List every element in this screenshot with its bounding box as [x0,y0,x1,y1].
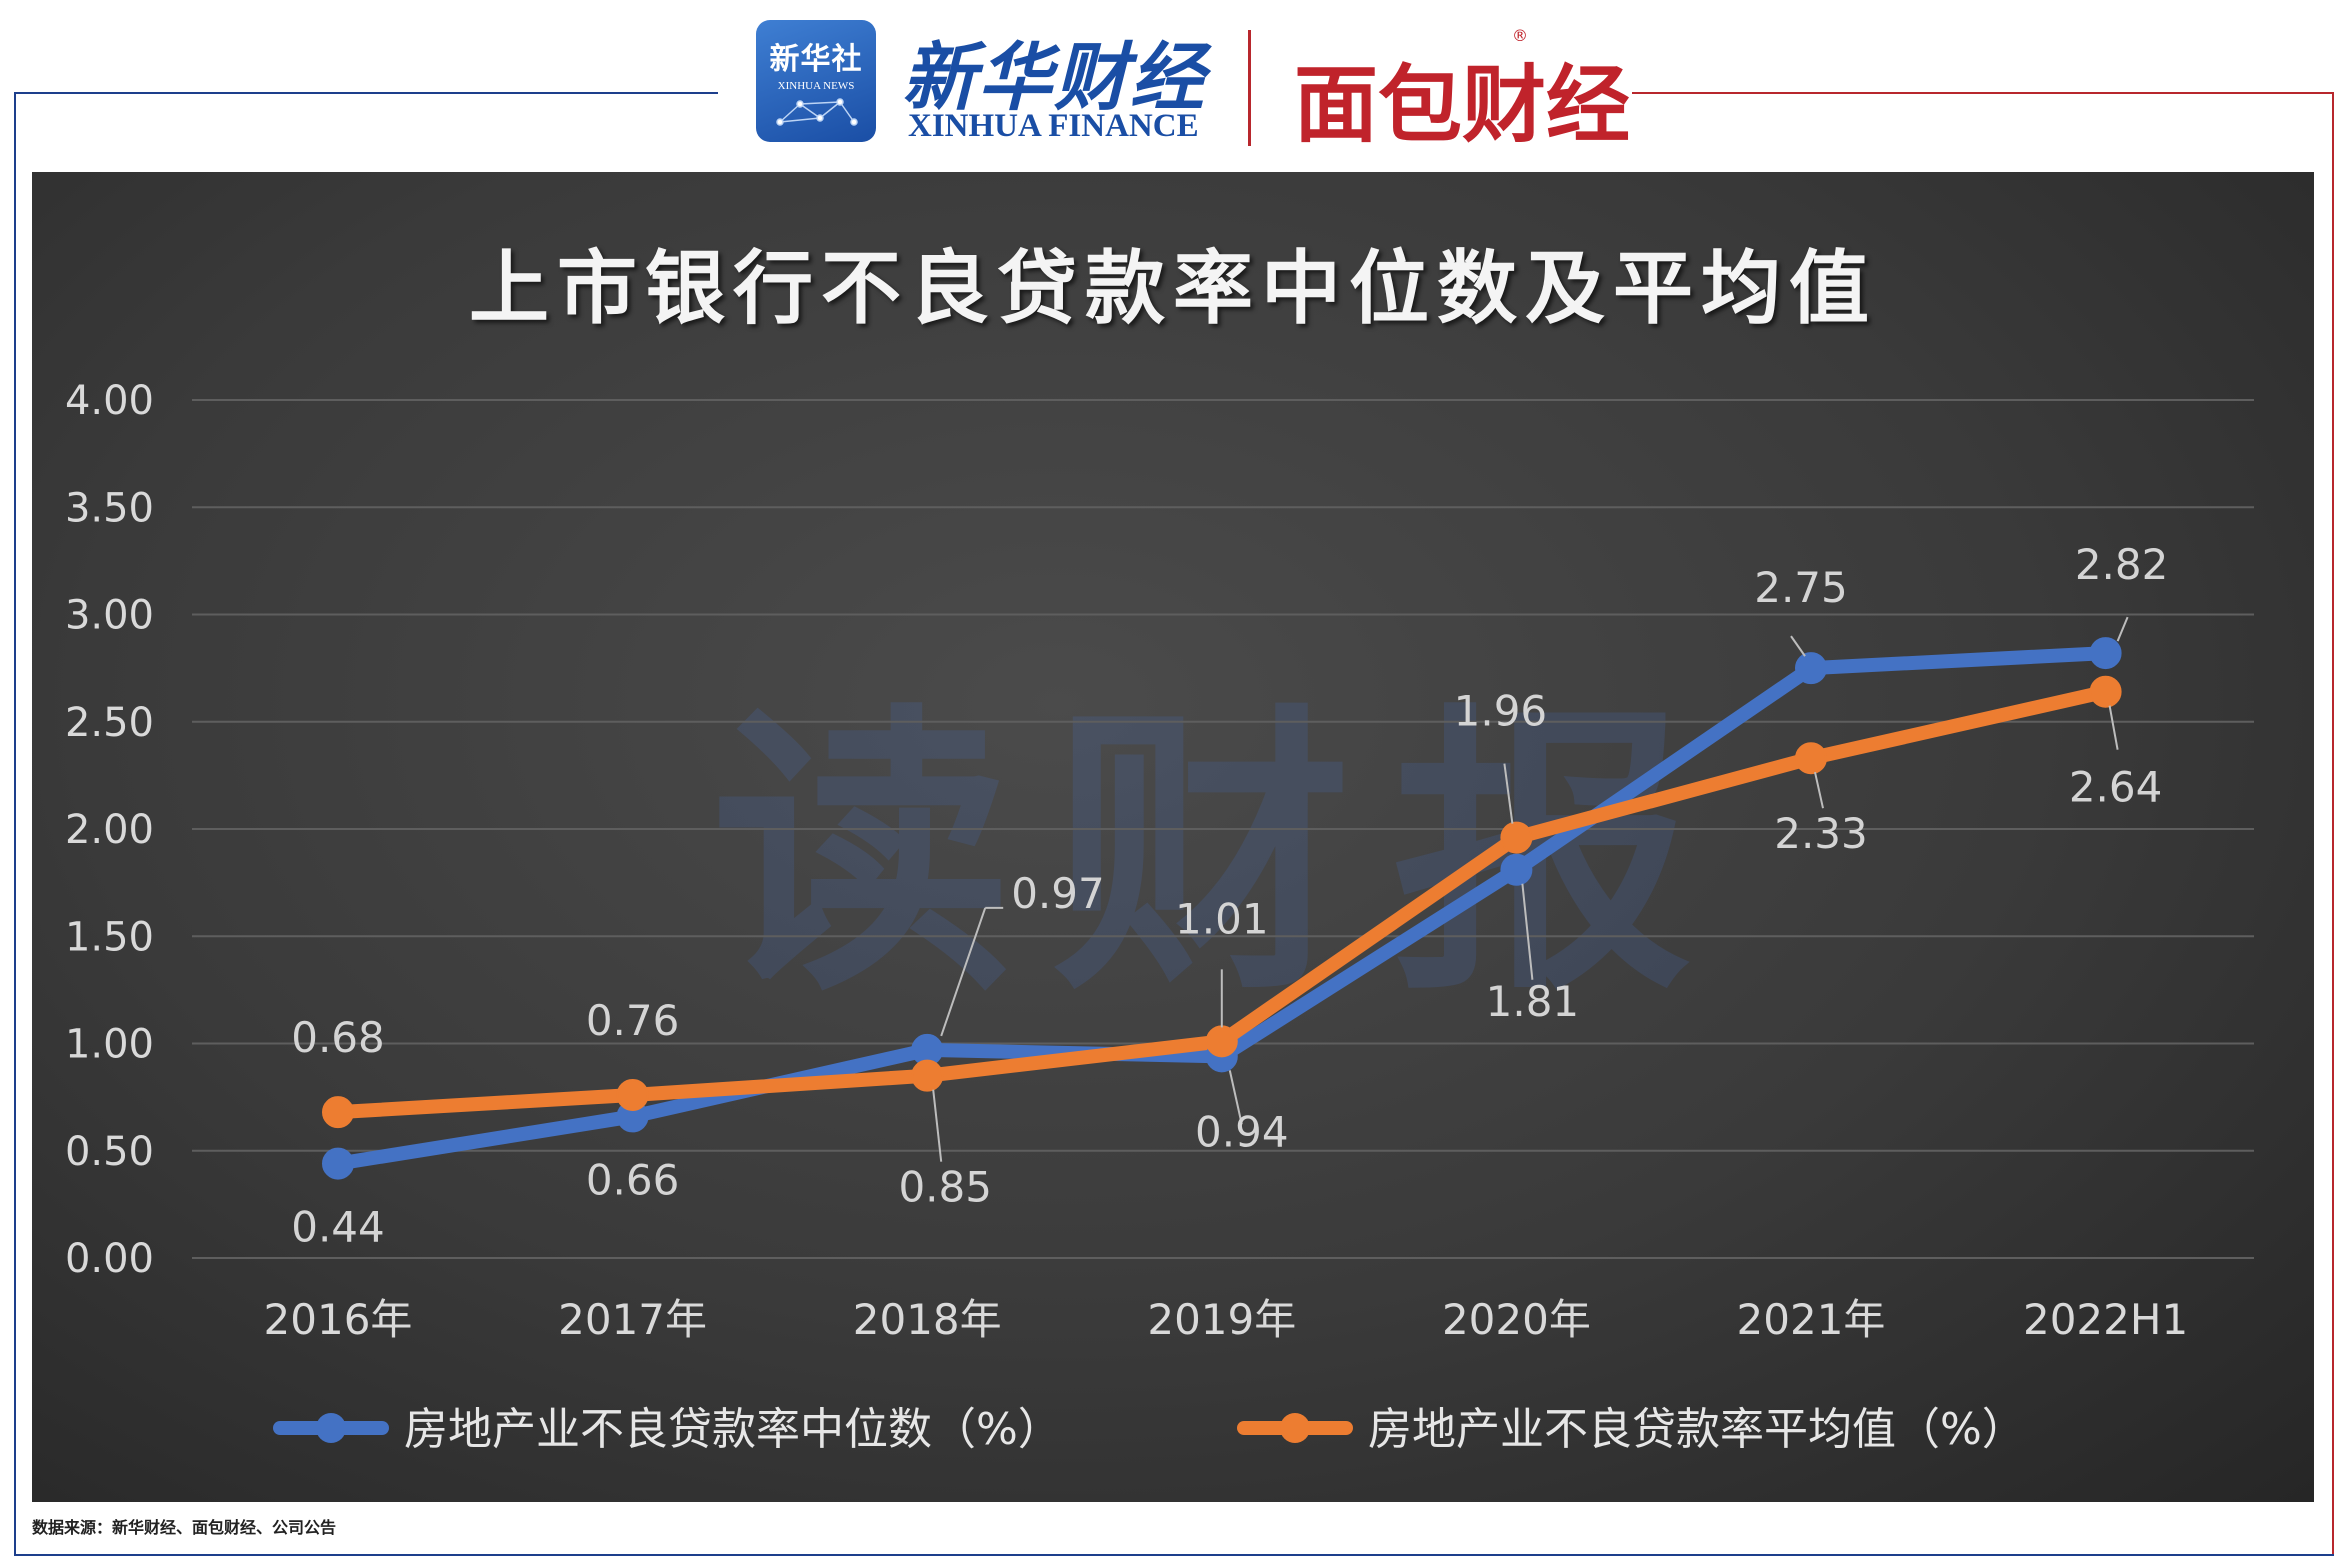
leader-line [1503,763,1514,824]
frame-right-line [2332,92,2334,1556]
data-point-0 [2089,637,2122,670]
data-label: 0.76 [586,996,680,1045]
line-chart: 0.00 0.50 1.00 1.50 2.00 2.50 3.00 3.50 4.00 2016… [65,378,2254,1455]
data-label: 0.66 [586,1155,680,1204]
chart-title: 上市银行不良贷款率中位数及平均值 [469,242,1877,335]
frame-top-left-line [14,92,718,94]
data-point-0 [1795,652,1827,685]
data-label: 0.68 [291,1013,385,1062]
leader-line [932,1089,943,1162]
y-tick-label: 1.50 [65,914,154,960]
data-point-1 [2089,675,2122,708]
leader-line [940,907,987,1037]
data-label: 0.44 [291,1203,385,1252]
x-tick-label: 2019年 [1147,1295,1296,1344]
legend-label: 房地产业不良贷款率平均值（%） [1368,1404,2026,1455]
data-label: 2.64 [2069,763,2163,812]
network-icon [776,98,858,126]
chart-panel: 读财报 上市银行不良贷款率中位数及平均值 0.00 0.50 1.00 1.50 2.0… [32,172,2314,1502]
y-tick-label: 1.00 [65,1022,154,1068]
data-label: 0.97 [1011,869,1105,918]
data-point-1 [322,1096,354,1129]
leader-line [1814,771,1824,809]
data-point-1 [1500,821,1533,854]
leader-line [1790,635,1806,657]
frame-left-line [14,92,16,1556]
source-note: 数据来源：新华财经、面包财经、公司公告 [32,1518,337,1537]
data-point-0 [1500,853,1533,886]
frame-bottom-line [14,1554,2334,1556]
x-tick-label: 2017年 [558,1295,707,1344]
data-point-1 [1795,742,1827,775]
y-tick-label: 0.50 [65,1129,154,1175]
xinhua-news-logo: 新华社 XINHUA NEWS [756,20,876,142]
data-label: 2.33 [1774,809,1868,858]
data-point-1 [911,1059,944,1092]
data-point-1 [1205,1025,1238,1058]
x-tick-label: 2022H1 [2023,1295,2188,1344]
leader-line [1228,1070,1243,1125]
frame-top-right-line [1632,92,2334,94]
leader-line [1521,883,1534,980]
y-tick-label: 0.00 [65,1236,154,1282]
data-label: 0.85 [898,1163,992,1212]
legend-swatch-marker [316,1413,346,1443]
xinhua-finance-logo-cn: 新华财经 [902,35,1206,121]
xinhua-badge-en: XINHUA NEWS [777,80,855,92]
data-label: 0.94 [1195,1107,1289,1156]
data-label: 2.75 [1754,563,1848,612]
data-point-1 [616,1078,649,1111]
x-tick-label: 2020年 [1442,1295,1591,1344]
data-point-0 [322,1147,354,1180]
y-tick-label: 3.00 [65,593,154,639]
xinhua-badge-cn: 新华社 [769,42,863,77]
data-label: 1.01 [1175,894,1269,943]
data-label: 1.96 [1454,687,1548,736]
legend-swatch-marker [1280,1413,1310,1443]
y-tick-label: 2.50 [65,700,154,746]
x-tick-label: 2021年 [1737,1295,1886,1344]
legend-label: 房地产业不良贷款率中位数（%） [404,1404,1062,1455]
y-tick-label: 4.00 [65,378,154,424]
logo-divider [1248,30,1251,146]
registered-mark: ® [1512,26,1528,45]
data-label: 1.81 [1486,977,1580,1026]
mianbao-finance-logo: 面包财经 [1294,56,1631,154]
x-tick-label: 2016年 [264,1295,413,1344]
leader-line [2108,705,2119,750]
data-label: 2.82 [2075,540,2169,589]
x-tick-label: 2018年 [853,1295,1002,1344]
y-tick-label: 3.50 [65,485,154,531]
xinhua-finance-logo-en: XINHUA FINANCE [908,108,1199,144]
leader-line [2116,616,2129,642]
y-tick-label: 2.00 [65,807,154,853]
